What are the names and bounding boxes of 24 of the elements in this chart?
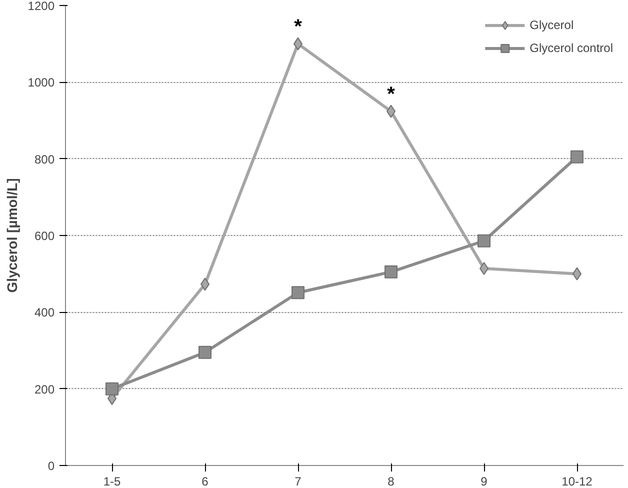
y-axis-title: Glycerol [µmol/L] [4, 178, 20, 293]
point [106, 382, 118, 396]
y-tick-label: 200 [34, 382, 55, 396]
y-tick-label: 0 [48, 459, 55, 473]
legend-label: Glycerol control [530, 41, 613, 55]
point [478, 234, 490, 248]
x-tick-label: 10-12 [562, 474, 593, 488]
y-tick-label: 800 [34, 152, 55, 166]
y-tick-label: 400 [34, 306, 55, 320]
point [384, 265, 398, 278]
point [292, 286, 304, 300]
point [198, 346, 212, 359]
x-tick-label: 8 [388, 474, 395, 488]
y-tick-label: 600 [34, 229, 55, 243]
y-tick-label: 1000 [28, 76, 55, 90]
x-tick-label: 9 [480, 474, 488, 488]
annotation: * [387, 83, 396, 106]
annotation: * [294, 16, 302, 38]
legend-label: Glycerol [530, 18, 574, 32]
y-tick-label: 1200 [28, 0, 55, 13]
x-tick-label: 7 [294, 474, 302, 488]
x-tick-label: 1-5 [103, 474, 121, 488]
x-tick-label: 6 [202, 474, 209, 488]
point [570, 150, 584, 164]
